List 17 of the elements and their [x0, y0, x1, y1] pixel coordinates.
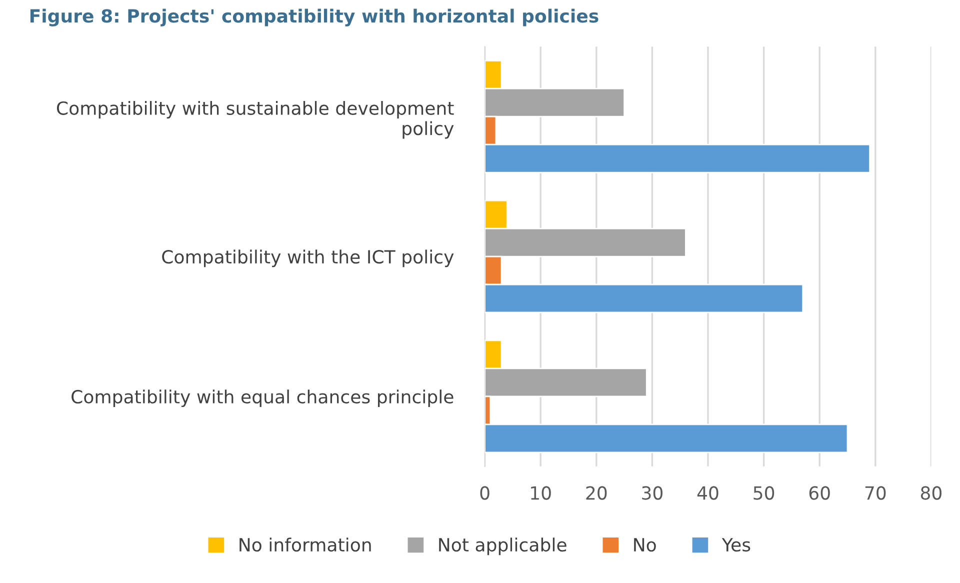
legend-label: Yes [722, 538, 750, 552]
x-tick-label: 60 [809, 486, 830, 500]
legend-label: No information [240, 538, 371, 552]
legend-label: Not applicable [439, 538, 566, 556]
x-tick-label: 30 [642, 486, 662, 500]
x-tick-label: 0 [480, 486, 490, 500]
x-tick-label: 20 [586, 486, 607, 500]
y-tick-label: Compatibility with equal chances principle [72, 390, 454, 408]
x-tick-label: 10 [531, 486, 551, 500]
text: Figure 8: Projects' compatibility with horizontal policies [30, 8, 598, 26]
x-tick-label: 50 [754, 486, 774, 500]
x-tick-label: 70 [865, 486, 886, 500]
x-tick-label: 40 [697, 486, 718, 500]
y-tick-label: Compatibility with the ICT policy [162, 250, 454, 268]
y-tick-label: Compatibility with sustainable development policy [56, 101, 454, 139]
x-tick-label: 80 [920, 486, 942, 500]
legend-label: No [634, 538, 656, 552]
